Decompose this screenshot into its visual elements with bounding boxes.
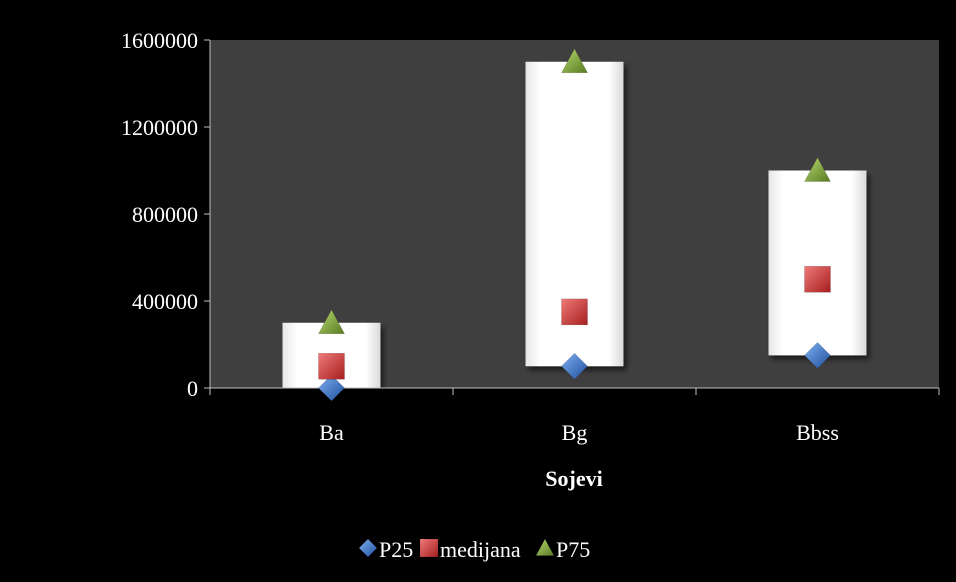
y-tick-label: 400000 — [132, 289, 198, 314]
marker-p75-ba — [318, 309, 345, 335]
x-tick-label: Bbss — [796, 420, 839, 445]
legend-marker-medijana — [419, 538, 439, 558]
x-tick-label: Bg — [562, 420, 588, 445]
marker-p25-bbss — [804, 342, 831, 369]
legend-label-medijana: medijana — [440, 537, 521, 562]
axes-layer: 0 400000 800000 1200000 1600000 Ba Bg Bbss — [121, 28, 940, 445]
range-box-bbss — [768, 170, 867, 356]
x-tick-label: Ba — [319, 420, 344, 445]
marker-medijana-bg — [561, 298, 588, 326]
legend-label-p25: P25 — [379, 537, 413, 562]
boxes-layer — [282, 61, 867, 388]
marker-medijana-bbss — [804, 266, 831, 293]
marker-p25-bg — [561, 352, 588, 380]
legend-label-p75: P75 — [556, 537, 590, 562]
legend-marker-p75 — [535, 538, 555, 556]
legend: P25 medijana P75 — [358, 537, 590, 562]
y-tick-label: 800000 — [132, 202, 198, 227]
marker-p75-bg — [561, 48, 588, 74]
y-tick-label: 1200000 — [121, 115, 198, 140]
markers-layer — [318, 48, 831, 402]
x-axis-title: Sojevi — [545, 466, 602, 491]
y-tick-label: 0 — [187, 376, 198, 401]
marker-p25-ba — [318, 374, 345, 402]
marker-p75-bbss — [804, 156, 831, 182]
legend-marker-p25 — [358, 538, 378, 558]
y-tick-label: 1600000 — [121, 28, 198, 53]
marker-medijana-ba — [318, 353, 345, 380]
